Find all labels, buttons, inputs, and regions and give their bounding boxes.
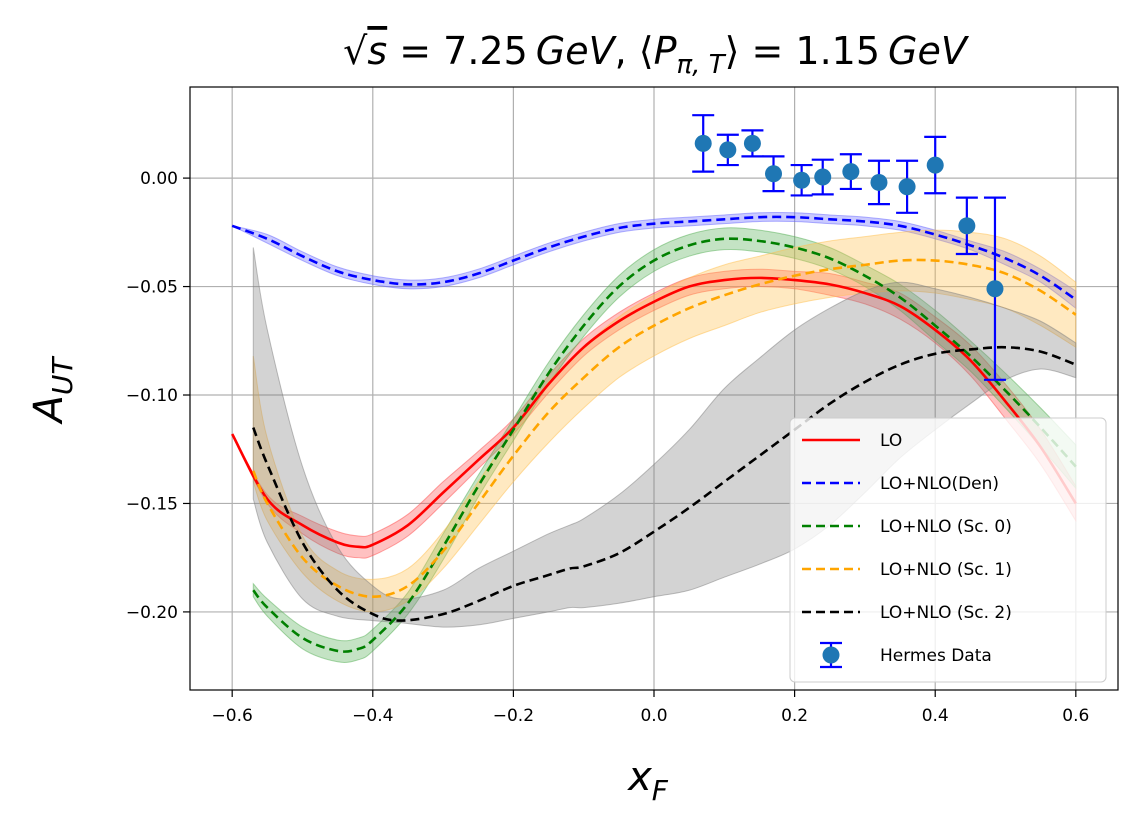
title-p: P <box>654 29 677 73</box>
x-tick-label: 0.4 <box>922 706 949 726</box>
lo-nlo-sc-1-band <box>252 229 1077 613</box>
legend: LO LO+NLO(Den) LO+NLO (Sc. 0) LO+NLO (Sc. 1… <box>789 417 1107 683</box>
y-tick-label: 0.00 <box>140 169 178 189</box>
title-close: ⟩ = 1.15 <box>725 29 880 73</box>
title-sep: , ⟨ <box>615 29 654 73</box>
lo-nlo-sc-2-line <box>252 345 1077 622</box>
title-sqrt: √ <box>343 29 368 73</box>
lo-nlo-den-line <box>231 215 1077 301</box>
data-point <box>694 134 712 152</box>
x-tick-label: −0.6 <box>212 706 253 726</box>
data-point <box>793 171 811 189</box>
legend-box <box>789 417 1107 683</box>
legend-label: LO <box>880 431 902 451</box>
y-axis-ticks: 0.00 −0.05 −0.10 −0.15 −0.20 <box>126 169 190 623</box>
legend-label: LO+NLO (Sc. 2) <box>880 603 1012 623</box>
data-point <box>958 217 976 235</box>
title-unit2: GeV <box>888 29 970 73</box>
legend-marker <box>822 646 840 664</box>
x-axis-label-main: x <box>626 754 652 800</box>
data-point <box>814 168 832 186</box>
y-axis-label-main: A <box>26 395 72 425</box>
hermes-data-points <box>692 114 1006 381</box>
data-point <box>898 178 916 196</box>
data-point <box>743 134 761 152</box>
y-tick-label: −0.10 <box>126 386 178 406</box>
legend-label: LO+NLO (Sc. 1) <box>880 560 1012 580</box>
data-point <box>719 141 737 159</box>
y-axis-label: AUT <box>26 356 79 426</box>
y-tick-label: −0.20 <box>126 603 178 623</box>
data-point <box>986 280 1004 298</box>
title-unit1: GeV <box>536 29 618 73</box>
x-tick-label: −0.2 <box>493 706 534 726</box>
x-tick-label: 0.0 <box>640 706 667 726</box>
title-p-sub: π, T <box>677 50 727 80</box>
x-tick-label: −0.4 <box>352 706 393 726</box>
data-point <box>765 165 783 183</box>
x-axis-label: xF <box>626 754 669 807</box>
title-s: s <box>367 29 387 73</box>
legend-label: Hermes Data <box>880 646 992 666</box>
x-axis-ticks: −0.6 −0.4 −0.2 0.0 0.2 0.4 0.6 <box>212 690 1089 726</box>
lo-line <box>231 276 1077 549</box>
series-lines <box>231 215 1077 653</box>
y-tick-label: −0.15 <box>126 494 178 514</box>
legend-label: LO+NLO (Sc. 0) <box>880 517 1012 537</box>
chart-title: √s = 7.25 GeV, ⟨Pπ, T⟩ = 1.15 GeV <box>343 29 970 80</box>
data-point <box>842 163 860 181</box>
data-point <box>926 156 944 174</box>
lo-nlo-sc-2-band <box>252 247 1077 628</box>
x-axis-label-sub: F <box>652 774 669 807</box>
legend-label: LO+NLO(Den) <box>880 474 999 494</box>
x-tick-label: 0.6 <box>1062 706 1089 726</box>
lo-nlo-sc-1-line <box>252 258 1077 599</box>
lo-nlo-sc-0-line <box>252 237 1077 653</box>
y-tick-label: −0.05 <box>126 278 178 298</box>
x-tick-label: 0.2 <box>781 706 808 726</box>
title-eq1: = 7.25 <box>387 29 528 73</box>
y-axis-label-sub: UT <box>46 356 79 395</box>
data-point <box>870 173 888 191</box>
